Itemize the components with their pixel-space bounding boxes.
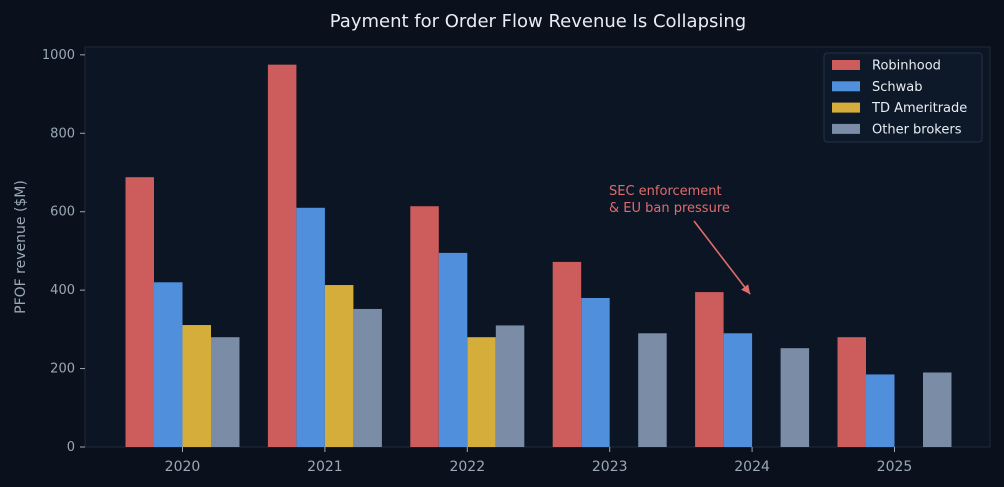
bars-layer [125,64,952,447]
axes-layer: 0 200 400 600 800 1000 2020 2021 2022 2023 2024 202… [42,48,912,475]
legend-label: Other brokers [872,122,962,137]
y-tick-label: 200 [50,362,75,377]
bar-robinhood-2020 [125,177,154,447]
legend-label: Robinhood [872,59,941,74]
y-tick-label: 400 [50,283,75,298]
legend-swatch [832,81,860,92]
legend-label: TD Ameritrade [871,101,967,116]
x-tick-label: 2023 [592,459,628,475]
annotation: SEC enforcement & EU ban pressure [609,184,751,295]
legend: Robinhood Schwab TD Ameritrade Other broker… [823,52,983,143]
bar-other-brokers-2024 [780,348,810,447]
legend-swatch [832,102,860,113]
y-tick-label: 800 [50,126,75,141]
bar-td-ameritrade-2022 [467,337,496,447]
bar-schwab-2020 [154,282,183,447]
x-tick-label: 2022 [449,459,485,475]
bar-robinhood-2024 [695,292,724,447]
annotation-text: & EU ban pressure [609,201,730,216]
legend-label: Schwab [872,80,923,95]
y-axis-label: PFOF revenue ($M) [13,180,29,314]
x-tick-label: 2021 [307,459,343,475]
annotation-text: SEC enforcement [609,184,722,199]
x-tick-label: 2024 [734,459,770,475]
bar-robinhood-2025 [837,337,866,447]
bar-other-brokers-2020 [211,337,240,447]
bar-robinhood-2023 [552,261,582,447]
annotation-arrow-head [741,284,751,295]
bar-schwab-2021 [296,207,325,447]
bar-robinhood-2021 [267,64,297,447]
bar-other-brokers-2022 [495,325,525,447]
bar-other-brokers-2025 [923,372,952,447]
bar-td-ameritrade-2020 [182,325,211,447]
legend-swatch [832,123,860,134]
bar-robinhood-2022 [410,206,439,447]
annotation-arrow-line [693,220,751,295]
bar-td-ameritrade-2021 [324,285,354,447]
y-tick-label: 1000 [42,48,75,63]
bar-schwab-2022 [438,252,468,447]
chart-title: Payment for Order Flow Revenue Is Collap… [330,11,746,32]
y-tick-label: 600 [50,205,75,220]
y-tick-label: 0 [67,440,75,455]
bar-other-brokers-2021 [353,308,382,447]
bar-schwab-2025 [866,374,895,447]
legend-swatch [832,60,860,70]
bar-other-brokers-2023 [638,333,667,447]
x-tick-label: 2020 [165,459,201,475]
legend-box [823,52,983,143]
x-tick-label: 2025 [877,459,913,475]
bar-schwab-2024 [723,333,753,447]
bar-schwab-2023 [581,297,610,447]
